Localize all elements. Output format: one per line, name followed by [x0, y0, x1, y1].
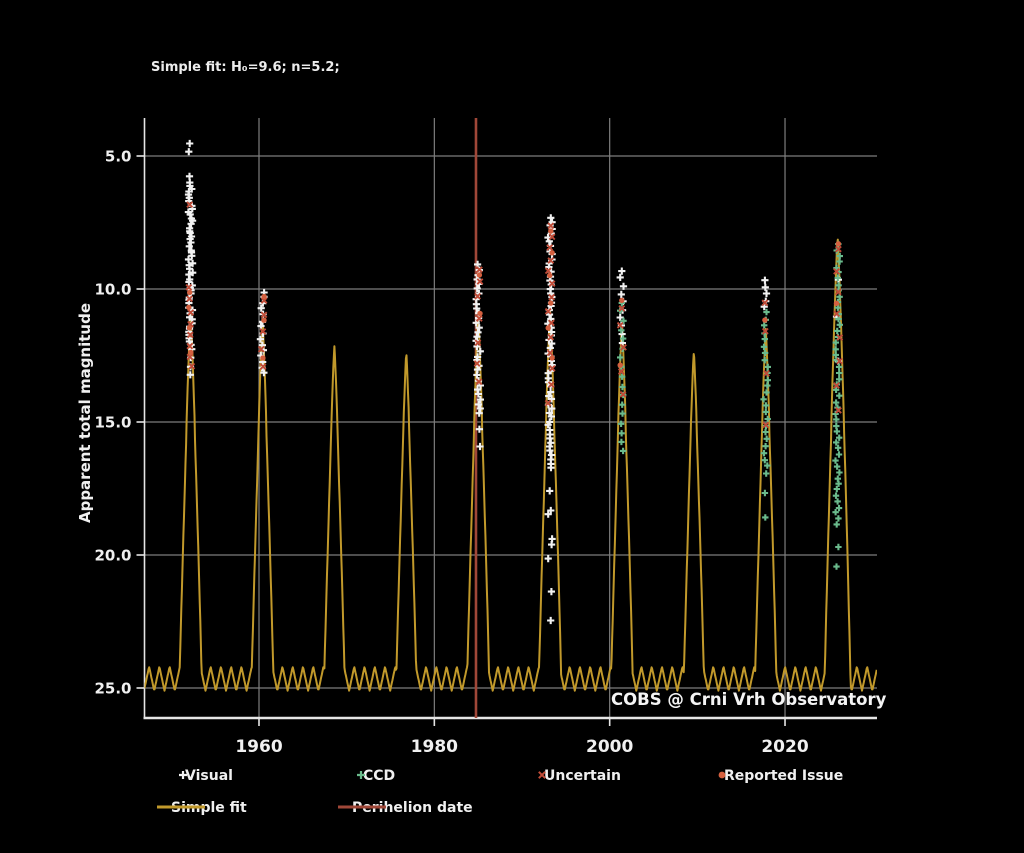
legend-item-reported-issue: Reported Issue [710, 767, 843, 785]
legend-item-uncertain: Uncertain [530, 767, 621, 785]
y-axis-label: Apparent total magnitude [76, 302, 94, 524]
legend-label-visual: Visual [185, 768, 233, 784]
y-tick-label: 20.0 [94, 547, 131, 565]
series-uncertain [185, 201, 844, 429]
x-tick-label: 1960 [235, 737, 282, 757]
reported-issue-point [549, 355, 555, 361]
reported-issue-point [547, 272, 553, 279]
reported-issue-point [548, 300, 554, 306]
series-ccd [617, 240, 843, 570]
visual-points [184, 139, 842, 625]
legend-item-perihelion-date: Perihelion date [338, 799, 473, 817]
reported-issue-point [762, 317, 768, 323]
reported-issue-point [619, 297, 625, 304]
reported-issue-point [835, 241, 842, 247]
y-tick-label: 25.0 [94, 680, 131, 698]
legend-label-perihelion-date: Perihelion date [352, 800, 473, 816]
x-tick-label: 2000 [586, 737, 633, 757]
ccd-points [617, 240, 843, 570]
series-reported-issue [186, 228, 842, 368]
reported-issue-point [186, 325, 193, 331]
legend-item-visual: Visual [171, 767, 233, 785]
reported-issue-point [476, 272, 483, 278]
reported-issue-point [187, 289, 193, 296]
legend-label-reported-issue: Reported Issue [724, 768, 844, 784]
legend-label-ccd: CCD [363, 768, 396, 784]
simple-fit-curve [144, 238, 877, 692]
reported-issue-point [477, 310, 483, 317]
y-tick-label: 15.0 [94, 414, 131, 432]
observatory-watermark: COBS @ Crni Vrh Observatory [611, 690, 887, 709]
reported-issue-point [186, 304, 192, 310]
reported-issue-point [260, 355, 266, 361]
reported-issue-point [617, 362, 623, 368]
x-tick-label: 2020 [761, 737, 808, 757]
fit-parameters-title: Simple fit: H₀=9.6; n=5.2; [151, 60, 340, 75]
reported-issue-point [261, 317, 267, 323]
uncertain-points [185, 201, 844, 429]
reported-issue-point [188, 349, 194, 356]
legend-label-simple-fit: Simple fit [171, 800, 247, 816]
legend-label-uncertain: Uncertain [544, 768, 621, 784]
legend-item-simple-fit: Simple fit [157, 799, 247, 817]
y-tick-label: 10.0 [94, 281, 131, 299]
reported-issue-point [545, 325, 551, 331]
reported-issue-point [833, 300, 840, 306]
x-tick-label: 1980 [411, 737, 458, 757]
reported-issue-point [548, 228, 554, 234]
reported-issue-point [549, 250, 555, 256]
y-tick-label: 5.0 [105, 148, 132, 166]
series-visual [184, 139, 842, 625]
reported-issue-point [261, 293, 267, 300]
legend-item-ccd: CCD [349, 767, 395, 785]
